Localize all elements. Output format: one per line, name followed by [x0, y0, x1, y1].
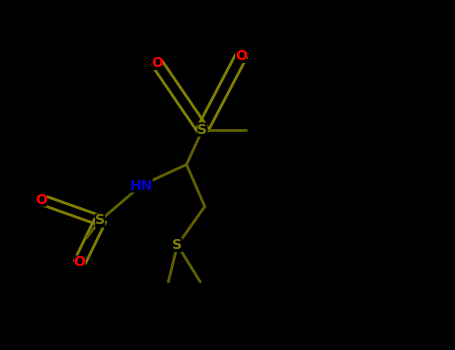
Text: O: O — [74, 256, 86, 270]
Text: HN: HN — [129, 178, 153, 192]
Text: O: O — [35, 193, 47, 206]
Text: S: S — [197, 122, 207, 136]
Text: O: O — [235, 49, 247, 63]
Text: S: S — [172, 238, 182, 252]
Text: S: S — [95, 214, 105, 228]
Text: O: O — [151, 56, 163, 70]
